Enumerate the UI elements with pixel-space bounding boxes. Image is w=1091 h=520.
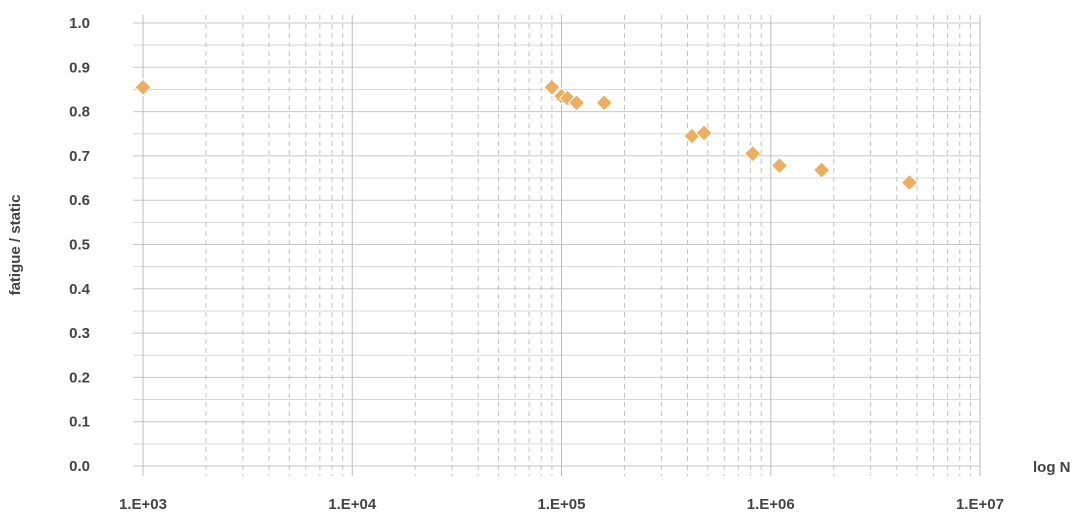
y-tick-label: 1.0 (69, 15, 90, 32)
data-point (567, 94, 586, 112)
y-tick-label: 0.0 (69, 458, 90, 475)
data-point (595, 94, 613, 112)
x-tick-label: 1.E+05 (538, 496, 586, 513)
data-point (900, 173, 919, 192)
x-tick-label: 1.E+04 (328, 496, 377, 513)
y-tick-label: 0.6 (69, 192, 90, 209)
data-point (134, 78, 152, 96)
x-tick-label: 1.E+07 (956, 496, 1004, 513)
y-axis-title: fatigue / static (7, 195, 24, 296)
y-tick-label: 0.2 (69, 369, 90, 386)
y-tick-label: 0.5 (69, 237, 90, 254)
data-point (812, 161, 831, 179)
data-point (744, 144, 762, 163)
data-point (558, 89, 577, 108)
data-point (683, 127, 701, 145)
data-point (695, 124, 713, 142)
data-point (543, 78, 561, 96)
y-tick-label: 0.4 (69, 281, 91, 298)
y-tick-label: 0.8 (69, 104, 90, 121)
x-tick-label: 1.E+06 (747, 496, 795, 513)
x-tick-label: 1.E+03 (119, 496, 167, 513)
y-tick-label: 0.3 (69, 325, 90, 342)
tick-labels: 0.0 0.1 0.2 0.3 0.4 0.5 0.6 0.7 0.8 0.9 1.0 1.E+03 1… (69, 15, 1004, 513)
y-tick-label: 0.1 (69, 414, 90, 431)
data-points (134, 78, 919, 192)
grid (133, 15, 981, 476)
x-axis-title: log N (1033, 459, 1071, 476)
y-tick-label: 0.9 (69, 59, 90, 76)
y-tick-label: 0.7 (69, 148, 90, 165)
data-point (770, 156, 789, 175)
